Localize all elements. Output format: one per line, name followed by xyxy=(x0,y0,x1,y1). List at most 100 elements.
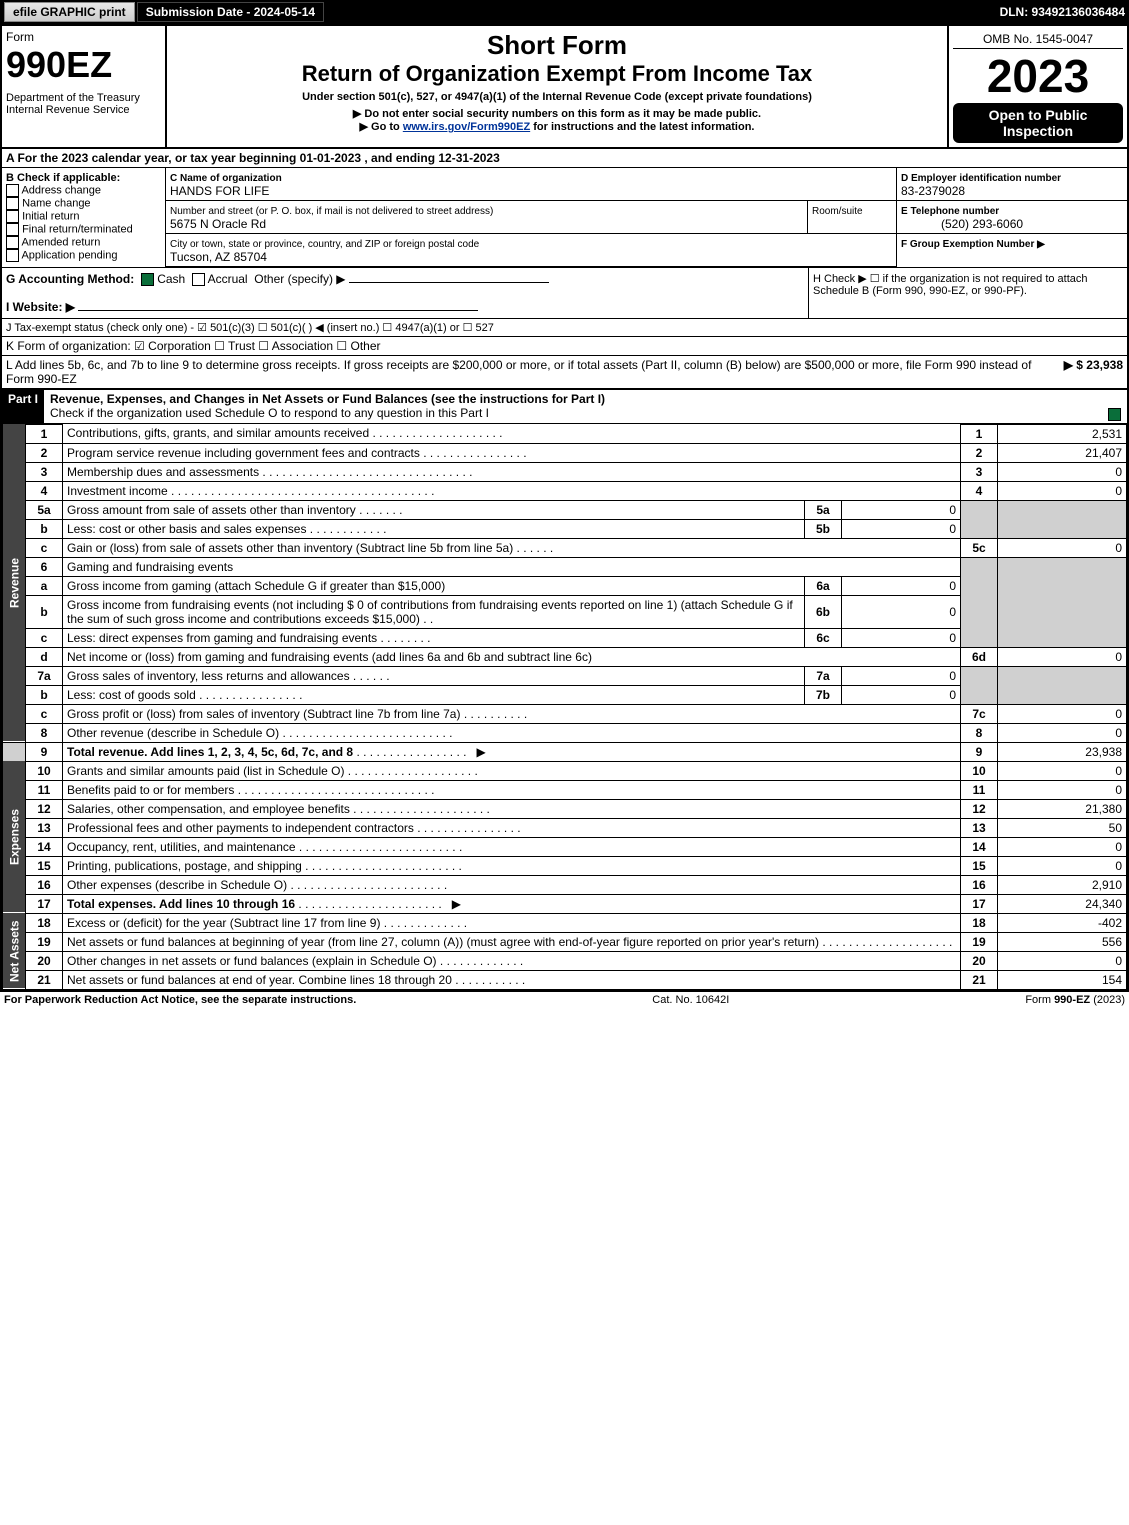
line-2-num: 2 xyxy=(961,443,998,462)
line-5c-value: 0 xyxy=(998,538,1127,557)
opt-accrual: Accrual xyxy=(208,272,248,286)
line-1-label: Contributions, gifts, grants, and simila… xyxy=(67,426,369,440)
j-line: J Tax-exempt status (check only one) - ☑… xyxy=(2,319,1127,337)
line-19-num: 19 xyxy=(961,932,998,951)
line-14-num: 14 xyxy=(961,837,998,856)
line-14-value: 0 xyxy=(998,837,1127,856)
line-14-label: Occupancy, rent, utilities, and maintena… xyxy=(67,840,296,854)
part1-label: Part I xyxy=(2,390,44,422)
line-9-value: 23,938 xyxy=(998,742,1127,761)
i-label: I Website: ▶ xyxy=(6,300,75,314)
line-12-num: 12 xyxy=(961,799,998,818)
line-2-value: 21,407 xyxy=(998,443,1127,462)
line-17-num: 17 xyxy=(961,894,998,913)
room-label: Room/suite xyxy=(812,206,863,217)
line-3-num: 3 xyxy=(961,462,998,481)
line-11-num: 11 xyxy=(961,780,998,799)
line-13-label: Professional fees and other payments to … xyxy=(67,821,414,835)
line-3-value: 0 xyxy=(998,462,1127,481)
checkbox-initial[interactable] xyxy=(6,210,19,223)
line-5a-value: 0 xyxy=(842,500,961,519)
line-6a-label: Gross income from gaming (attach Schedul… xyxy=(67,579,445,593)
line-a: A For the 2023 calendar year, or tax yea… xyxy=(2,149,1127,168)
line-16-num: 16 xyxy=(961,875,998,894)
line-5c-label: Gain or (loss) from sale of assets other… xyxy=(67,541,513,555)
l-line: L Add lines 5b, 6c, and 7b to line 9 to … xyxy=(6,358,1056,386)
line-19-value: 556 xyxy=(998,932,1127,951)
checkbox-cash[interactable] xyxy=(141,273,154,286)
subtitle: Under section 501(c), 527, or 4947(a)(1)… xyxy=(171,91,943,103)
line-1-value: 2,531 xyxy=(998,424,1127,443)
line-6b-label: Gross income from fundraising events (no… xyxy=(67,598,793,626)
line-18-value: -402 xyxy=(998,913,1127,932)
omb-label: OMB No. 1545-0047 xyxy=(953,30,1123,49)
line-8-value: 0 xyxy=(998,723,1127,742)
line-4-label: Investment income xyxy=(67,484,168,498)
line-8-num: 8 xyxy=(961,723,998,742)
line-17-label: Total expenses. Add lines 10 through 16 xyxy=(67,897,295,911)
part1-header: Revenue, Expenses, and Changes in Net As… xyxy=(50,392,605,406)
line-4-num: 4 xyxy=(961,481,998,500)
line-15-value: 0 xyxy=(998,856,1127,875)
line-6b-value: 0 xyxy=(842,595,961,628)
efile-button[interactable]: efile GRAPHIC print xyxy=(4,2,135,22)
checkbox-amended[interactable] xyxy=(6,236,19,249)
irs-link[interactable]: www.irs.gov/Form990EZ xyxy=(403,121,530,133)
line-20-label: Other changes in net assets or fund bala… xyxy=(67,954,437,968)
line-7c-label: Gross profit or (loss) from sales of inv… xyxy=(67,707,460,721)
opt-other: Other (specify) ▶ xyxy=(254,272,345,286)
dept-label: Department of the Treasury Internal Reve… xyxy=(6,92,161,116)
netassets-section-label: Net Assets xyxy=(3,913,26,989)
checkbox-accrual[interactable] xyxy=(192,273,205,286)
line-6c-num: 6c xyxy=(805,628,842,647)
opt-name: Name change xyxy=(22,197,91,209)
line-18-num: 18 xyxy=(961,913,998,932)
expenses-section-label: Expenses xyxy=(3,761,26,913)
dln-label: DLN: 93492136036484 xyxy=(1000,5,1125,19)
org-name: HANDS FOR LIFE xyxy=(170,184,269,198)
ein-value: 83-2379028 xyxy=(901,184,965,198)
footer-left: For Paperwork Reduction Act Notice, see … xyxy=(4,994,356,1006)
g-label: G Accounting Method: xyxy=(6,272,134,286)
line-21-value: 154 xyxy=(998,970,1127,989)
checkbox-pending[interactable] xyxy=(6,249,19,262)
line-7a-label: Gross sales of inventory, less returns a… xyxy=(67,669,350,683)
opt-amended: Amended return xyxy=(21,236,100,248)
form-header: Form 990EZ Department of the Treasury In… xyxy=(2,26,1127,149)
line-2-label: Program service revenue including govern… xyxy=(67,446,420,460)
line-6b-num: 6b xyxy=(805,595,842,628)
line-4-value: 0 xyxy=(998,481,1127,500)
line-6d-value: 0 xyxy=(998,647,1127,666)
h-text: H Check ▶ ☐ if the organization is not r… xyxy=(813,273,1088,297)
line-3-label: Membership dues and assessments xyxy=(67,465,259,479)
line-10-label: Grants and similar amounts paid (list in… xyxy=(67,764,344,778)
line-15-num: 15 xyxy=(961,856,998,875)
street-value: 5675 N Oracle Rd xyxy=(170,217,266,231)
return-title: Return of Organization Exempt From Incom… xyxy=(171,61,943,87)
line-7c-value: 0 xyxy=(998,704,1127,723)
top-bar: efile GRAPHIC print Submission Date - 20… xyxy=(0,0,1129,24)
line-19-label: Net assets or fund balances at beginning… xyxy=(67,935,819,949)
line-6d-label: Net income or (loss) from gaming and fun… xyxy=(67,650,592,664)
form-label: Form xyxy=(6,30,161,44)
checkbox-name-change[interactable] xyxy=(6,197,19,210)
opt-address: Address change xyxy=(21,184,101,196)
opt-cash: Cash xyxy=(157,272,185,286)
c-label: C Name of organization xyxy=(170,173,282,184)
line-7b-value: 0 xyxy=(842,685,961,704)
line-5c-num: 5c xyxy=(961,538,998,557)
line-8-label: Other revenue (describe in Schedule O) xyxy=(67,726,279,740)
checkbox-schedule-o[interactable] xyxy=(1108,408,1121,421)
line-9-num: 9 xyxy=(961,742,998,761)
line-7a-num: 7a xyxy=(805,666,842,685)
footer-right: Form 990-EZ (2023) xyxy=(1025,994,1125,1006)
note-1: ▶ Do not enter social security numbers o… xyxy=(171,107,943,120)
line-1-num: 1 xyxy=(961,424,998,443)
checkbox-final[interactable] xyxy=(6,223,19,236)
line-12-label: Salaries, other compensation, and employ… xyxy=(67,802,350,816)
city-value: Tucson, AZ 85704 xyxy=(170,250,267,264)
city-label: City or town, state or province, country… xyxy=(170,239,479,250)
b-label: B Check if applicable: xyxy=(6,172,161,184)
line-5b-value: 0 xyxy=(842,519,961,538)
checkbox-address-change[interactable] xyxy=(6,184,19,197)
